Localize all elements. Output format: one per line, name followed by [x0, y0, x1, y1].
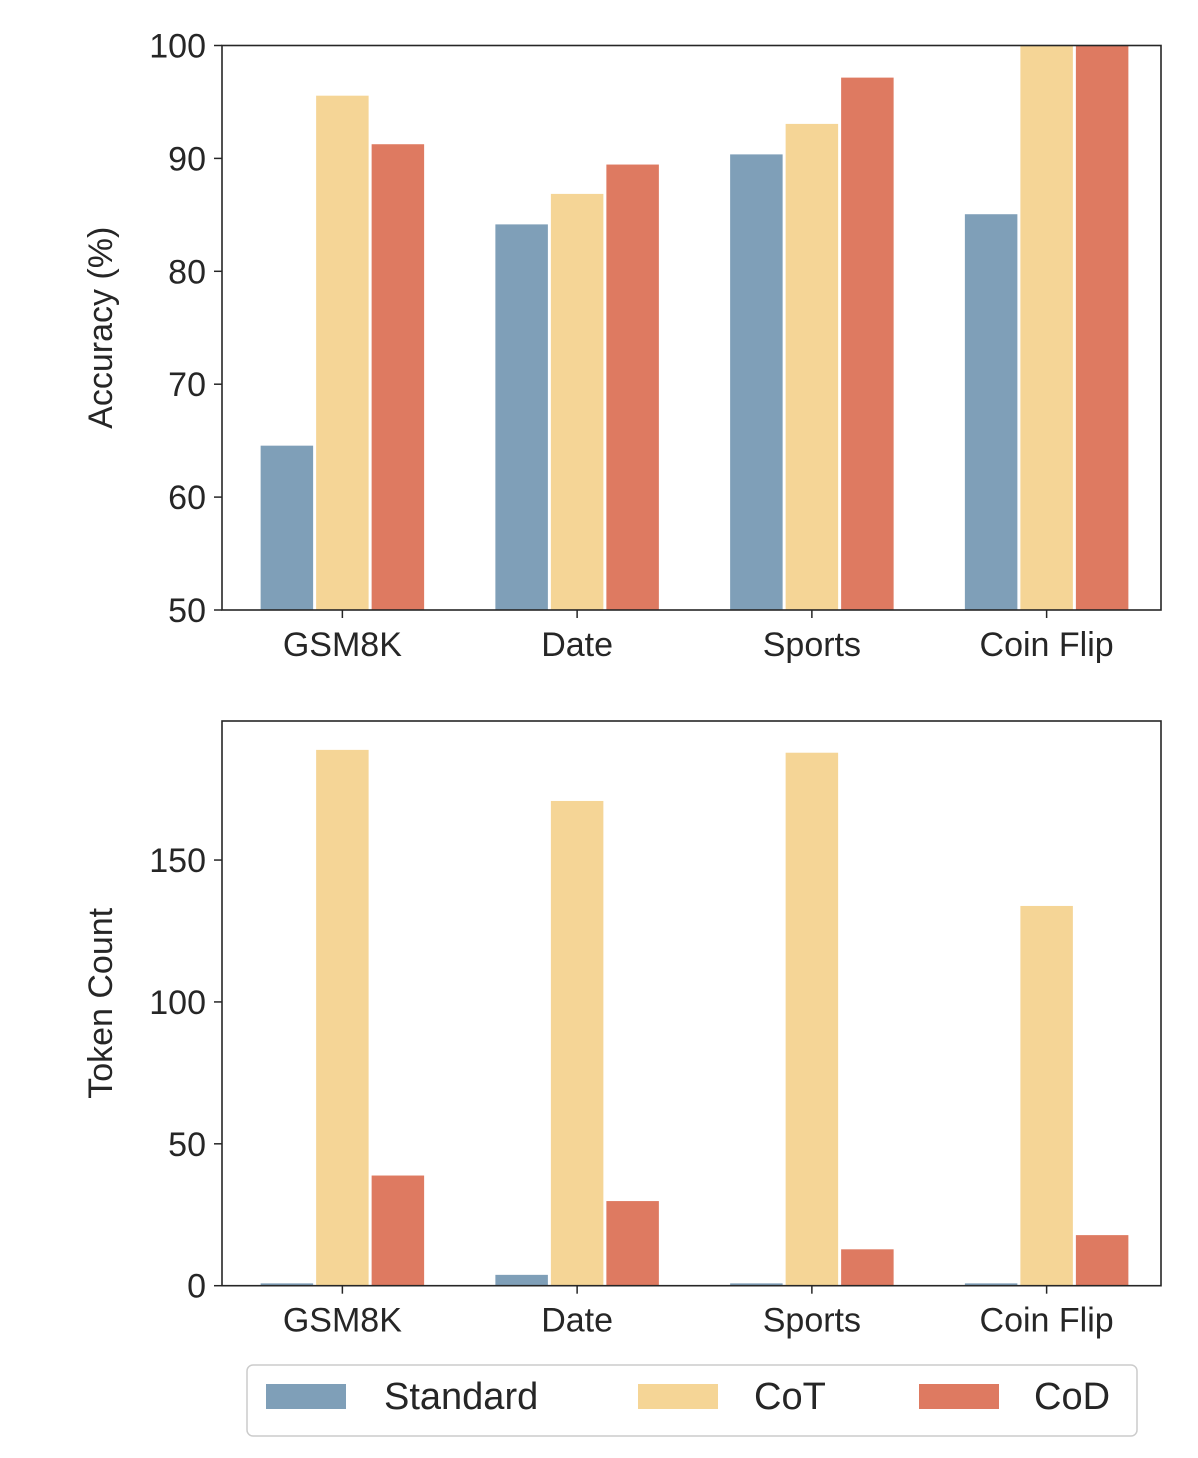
y-tick-label: 50: [168, 592, 206, 630]
bar-cod-sports: [840, 1248, 895, 1287]
bar-cot-date: [549, 799, 605, 1287]
axes-frame: [221, 720, 1162, 1287]
bar-cot-sports: [784, 751, 840, 1287]
axes-frame: [221, 44, 1162, 611]
x-tick-label: GSM8K: [283, 626, 402, 664]
y-tick-label: 100: [149, 28, 206, 66]
accuracy-chart: 50 60 70 80 90 100 GSM8K Date Sports Coin Flip Acc…: [82, 28, 1162, 664]
token-count-chart: 0 50 100 150 GSM8K Date Sports Coin Flip Token C…: [82, 720, 1162, 1340]
bar-standard-date: [494, 1273, 549, 1287]
y-axis-label: Accuracy (%): [82, 227, 120, 429]
bar-cot-coin-flip: [1019, 904, 1074, 1287]
y-tick-label: 60: [168, 479, 206, 517]
legend-label-cot: CoT: [754, 1376, 826, 1418]
bar-cot-coin-flip: [1019, 45, 1074, 611]
x-tick-label: Date: [541, 1302, 613, 1340]
bar-standard-gsm8k: [259, 444, 315, 611]
bar-cod-date: [605, 1200, 660, 1287]
legend-swatch-standard: [266, 1384, 346, 1409]
bar-cod-sports: [840, 76, 895, 611]
bar-standard-coin-flip: [963, 213, 1019, 611]
legend-swatch-cot: [638, 1384, 718, 1409]
bar-cod-coin-flip: [1074, 1234, 1130, 1287]
y-tick-label: 70: [168, 366, 206, 404]
bar-cot-gsm8k: [315, 748, 370, 1287]
y-tick-label: 100: [149, 984, 206, 1022]
legend-swatch-cod: [919, 1384, 999, 1409]
x-tick-label: GSM8K: [283, 1302, 402, 1340]
y-tick-label: 50: [168, 1126, 206, 1164]
legend-label-cod: CoD: [1034, 1376, 1110, 1418]
y-tick-label: 80: [168, 253, 206, 291]
x-tick-label: Coin Flip: [980, 626, 1114, 664]
bar-cod-date: [605, 163, 660, 611]
x-tick-label: Coin Flip: [980, 1302, 1114, 1340]
bar-cot-gsm8k: [315, 94, 370, 611]
legend-label-standard: Standard: [384, 1376, 538, 1418]
bar-cod-coin-flip: [1074, 45, 1130, 611]
bar-cod-gsm8k: [370, 143, 426, 611]
bar-standard-sports: [729, 153, 784, 611]
bar-standard-date: [494, 223, 549, 611]
legend: Standard CoT CoD: [246, 1364, 1138, 1437]
y-tick-label: 150: [149, 842, 206, 880]
bar-cot-date: [549, 192, 605, 611]
bar-cot-sports: [784, 122, 840, 611]
y-axis-label: Token Count: [82, 907, 120, 1098]
x-tick-label: Sports: [763, 626, 861, 664]
y-tick-label: 0: [187, 1268, 206, 1306]
bar-cod-gsm8k: [370, 1174, 426, 1287]
x-tick-label: Sports: [763, 1302, 861, 1340]
x-tick-label: Date: [541, 626, 613, 664]
y-tick-label: 90: [168, 140, 206, 178]
